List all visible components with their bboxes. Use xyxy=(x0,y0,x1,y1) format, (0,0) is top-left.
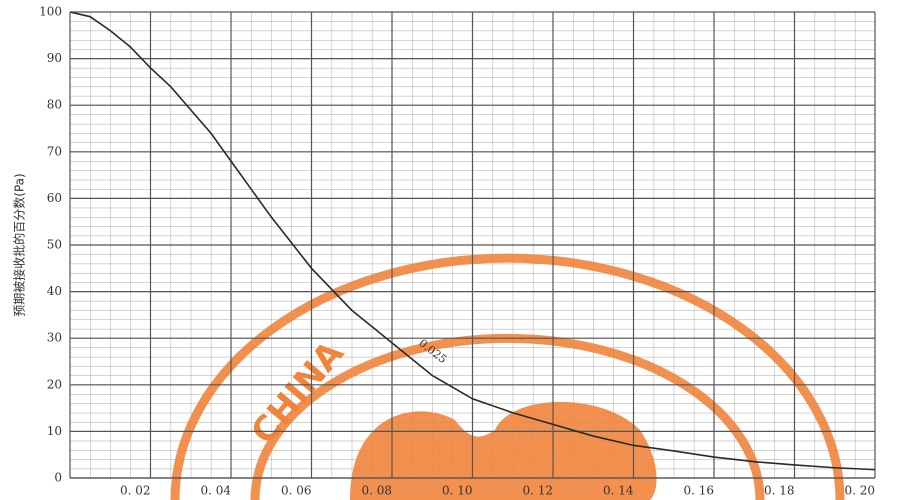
x-tick-label: 0. 02 xyxy=(120,484,151,498)
y-tick-label: 10 xyxy=(47,424,62,438)
y-tick-label: 100 xyxy=(39,5,62,19)
y-tick-label: 20 xyxy=(47,377,62,391)
y-tick-label: 0 xyxy=(54,471,62,485)
y-tick-label: 40 xyxy=(47,284,62,298)
x-tick-label: 0. 12 xyxy=(522,484,553,498)
x-tick-label: 0. 14 xyxy=(603,484,634,498)
x-tick-label: 0. 20 xyxy=(844,484,875,498)
y-tick-label: 70 xyxy=(47,144,62,158)
y-tick-label: 80 xyxy=(47,98,62,112)
y-tick-label: 90 xyxy=(47,51,62,65)
y-axis-label: 预期被接收批的百分数(Pa) xyxy=(12,173,27,316)
x-tick-label: 0. 04 xyxy=(200,484,231,498)
x-tick-label: 0. 16 xyxy=(683,484,714,498)
x-tick-label: 0. 06 xyxy=(281,484,312,498)
x-tick-label: 0. 18 xyxy=(764,484,795,498)
series-line xyxy=(69,11,876,471)
y-tick-label: 50 xyxy=(47,238,62,252)
x-tick-label: 0. 10 xyxy=(442,484,473,498)
y-tick-label: 60 xyxy=(47,191,62,205)
y-tick-label: 30 xyxy=(47,331,62,345)
x-tick-label: 0. 08 xyxy=(361,484,392,498)
